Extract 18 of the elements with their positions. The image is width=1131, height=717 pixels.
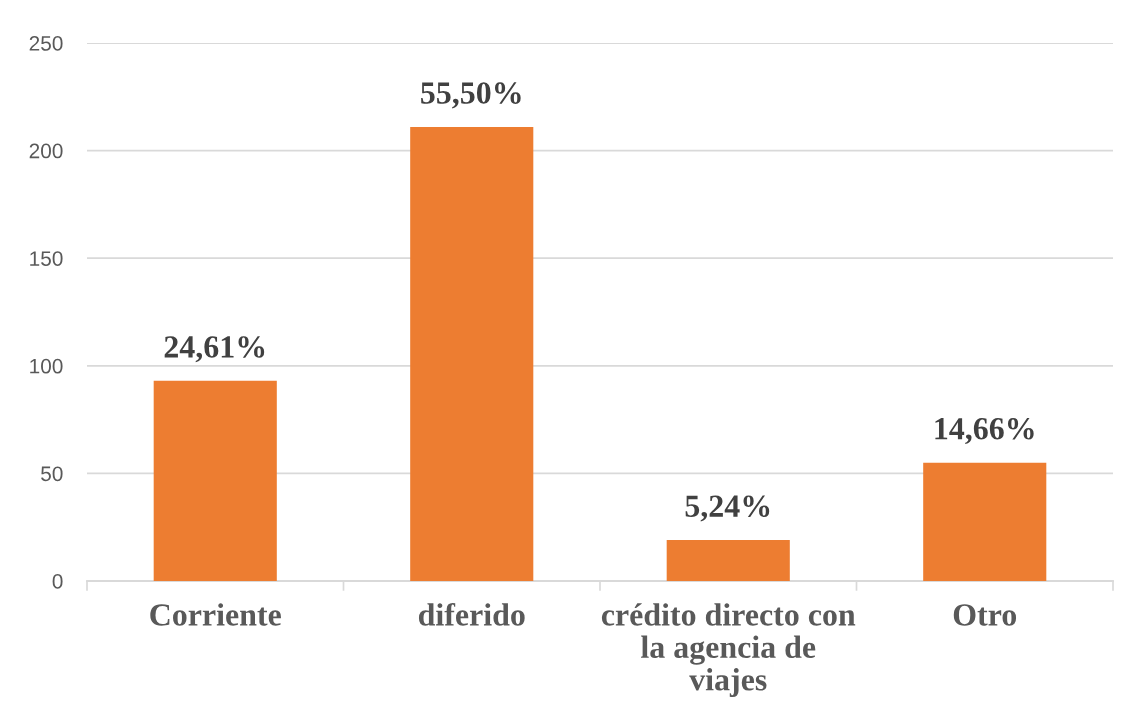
y-tick-label: 100 (30, 358, 63, 374)
bar (923, 462, 1047, 581)
y-tick-label: 250 (29, 36, 63, 51)
y-tick-label: 0 (52, 574, 63, 589)
x-tick-label: crédito directo con la agencia de viajes (601, 603, 856, 698)
x-tick-label: diferido (418, 602, 525, 626)
x-tick-label: Otro (953, 604, 1017, 626)
y-tick-label: 200 (29, 143, 63, 159)
y-tick-label: 150 (30, 251, 63, 266)
annotation: 24,61% (164, 336, 265, 363)
annotation: 55,50% (421, 82, 521, 109)
bar (410, 126, 534, 581)
y-tick-label: 50 (41, 466, 63, 482)
annotation: 14,66% (935, 417, 1034, 445)
x-tick-label: Corriente (150, 603, 281, 626)
bar (153, 380, 277, 581)
bar (666, 540, 790, 581)
annotation: 5,24% (685, 495, 770, 522)
